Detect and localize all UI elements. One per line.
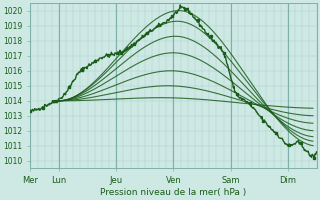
X-axis label: Pression niveau de la mer( hPa ): Pression niveau de la mer( hPa ) bbox=[100, 188, 247, 197]
